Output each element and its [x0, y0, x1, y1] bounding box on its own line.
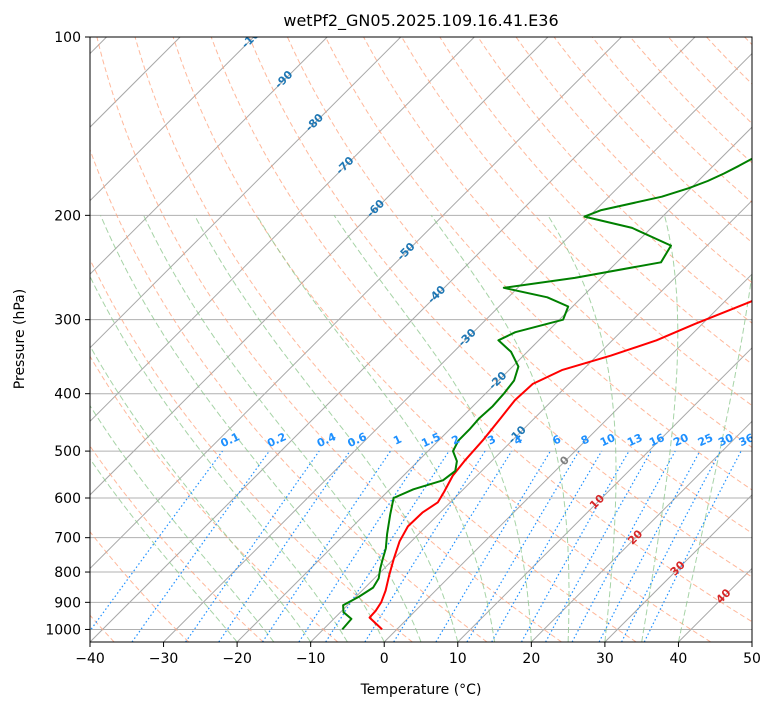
moist-adiabat-line [430, 215, 570, 642]
moist-adiabat-line [641, 215, 679, 642]
plot-frame [89, 36, 753, 643]
dry-adiabat-line [477, 37, 752, 324]
dry-adiabat-line [401, 37, 752, 407]
moist-adiabat-line [143, 215, 422, 642]
y-tick-label: 1000 [45, 622, 81, 638]
mixing-ratio-line [491, 450, 603, 642]
mixing-ratio-line [393, 450, 513, 642]
temperature-line [368, 300, 752, 631]
x-axis-label: Temperature (°C) [360, 682, 482, 698]
isotherm-line [604, 494, 752, 642]
mixing-ratio-label: 10 [598, 431, 618, 449]
mixing-ratio-line [364, 450, 486, 642]
dry-adiabat-line [325, 37, 752, 491]
y-tick-label: 400 [54, 387, 81, 403]
dry-adiabat-line [134, 37, 637, 642]
isotherm-line [163, 52, 752, 642]
mixing-ratio-lines [90, 450, 742, 642]
moist-adiabat-lines [90, 215, 752, 642]
y-tick-label: 700 [54, 531, 81, 547]
isotherm-line [90, 37, 328, 275]
moist-adiabat-line [90, 457, 238, 642]
y-axis-ticks: 100 200 300 400 500 600 700 800 900 1000 [45, 30, 90, 638]
dry-adiabat-line [210, 37, 752, 623]
mixing-ratio-label: 25 [696, 431, 715, 449]
x-tick-label: 30 [596, 651, 614, 667]
mixing-ratio-label: 13 [625, 431, 644, 449]
mixing-ratio-label: 30 [716, 431, 736, 449]
mixing-ratio-label: 36 [737, 431, 757, 449]
moist-adiabat-line [547, 215, 617, 642]
y-axis-label: Pressure (hPa) [12, 289, 28, 389]
isotherm-line [90, 37, 402, 349]
isotherm-line [90, 37, 475, 423]
moist-adiabat-line [333, 215, 532, 642]
x-axis-ticks: −40 −30 −20 −10 0 10 20 30 40 50 [75, 642, 761, 667]
y-tick-label: 300 [54, 313, 81, 329]
dry-adiabat-line [90, 258, 413, 642]
dry-adiabat-line [172, 37, 712, 642]
moist-adiabat-line [90, 275, 348, 642]
moist-adiabat-line [90, 345, 312, 642]
chart-title: wetPf2_GN05.2025.109.16.41.E36 [283, 11, 558, 31]
isotherm-line [236, 126, 752, 642]
y-tick-label: 500 [54, 444, 81, 460]
x-tick-label: 10 [449, 651, 467, 667]
pressure-gridlines [90, 37, 752, 630]
x-tick-label: 50 [743, 651, 761, 667]
x-tick-label: 40 [670, 651, 688, 667]
mixing-ratio-line [435, 450, 552, 642]
dry-adiabat-line [439, 37, 752, 365]
isotherm-line [90, 37, 622, 570]
y-tick-label: 600 [54, 491, 81, 507]
plot-area: -100-90-80-70-60-50-40-30-20-10010203040… [90, 37, 757, 642]
y-tick-label: 100 [54, 30, 81, 46]
mixing-ratio-label: 16 [647, 431, 667, 449]
x-tick-label: 20 [522, 651, 540, 667]
mixing-ratio-line [218, 450, 351, 642]
isotherm-line [90, 37, 255, 202]
x-tick-label: −20 [222, 651, 252, 667]
y-tick-label: 900 [54, 595, 81, 611]
mixing-ratio-line [520, 450, 630, 642]
mixing-ratio-line [131, 450, 270, 642]
mixing-ratio-label: 20 [671, 431, 691, 449]
dry-adiabat-line [591, 37, 752, 204]
mixing-ratio-line [466, 450, 580, 642]
moist-adiabat-line [194, 215, 459, 642]
dry-adiabat-line [363, 37, 752, 449]
x-tick-label: −30 [149, 651, 179, 667]
dry-adiabat-line [90, 530, 190, 642]
y-tick-label: 200 [54, 208, 81, 224]
isotherm-line [457, 347, 752, 642]
x-tick-label: 0 [380, 651, 389, 667]
isotherm-line [530, 420, 752, 642]
isotherm-line [90, 37, 549, 496]
dry-adiabat-line [96, 37, 562, 642]
moist-adiabat-line [256, 215, 496, 642]
mixing-ratio-line [545, 450, 652, 642]
dry-adiabat-line [286, 37, 752, 534]
dry-adiabat-line [248, 37, 752, 578]
x-tick-label: −40 [75, 651, 105, 667]
profile-series [341, 157, 752, 631]
moist-adiabat-line [677, 270, 752, 642]
dry-adiabat-line [515, 37, 752, 284]
mixing-ratio-labels: 0.1 0.2 0.4 0.6 1 1.5 2 3 4 6 8 10 13 16 20 25 30 36 [219, 430, 757, 450]
mixing-ratio-line [185, 450, 320, 642]
dry-adiabat-line [90, 148, 488, 642]
y-tick-label: 800 [54, 565, 81, 581]
x-tick-label: −10 [296, 651, 326, 667]
mixing-ratio-line [571, 450, 676, 642]
isotherm-line [383, 273, 752, 642]
dry-adiabat-lines [90, 37, 752, 642]
dewpoint-line [341, 157, 752, 631]
